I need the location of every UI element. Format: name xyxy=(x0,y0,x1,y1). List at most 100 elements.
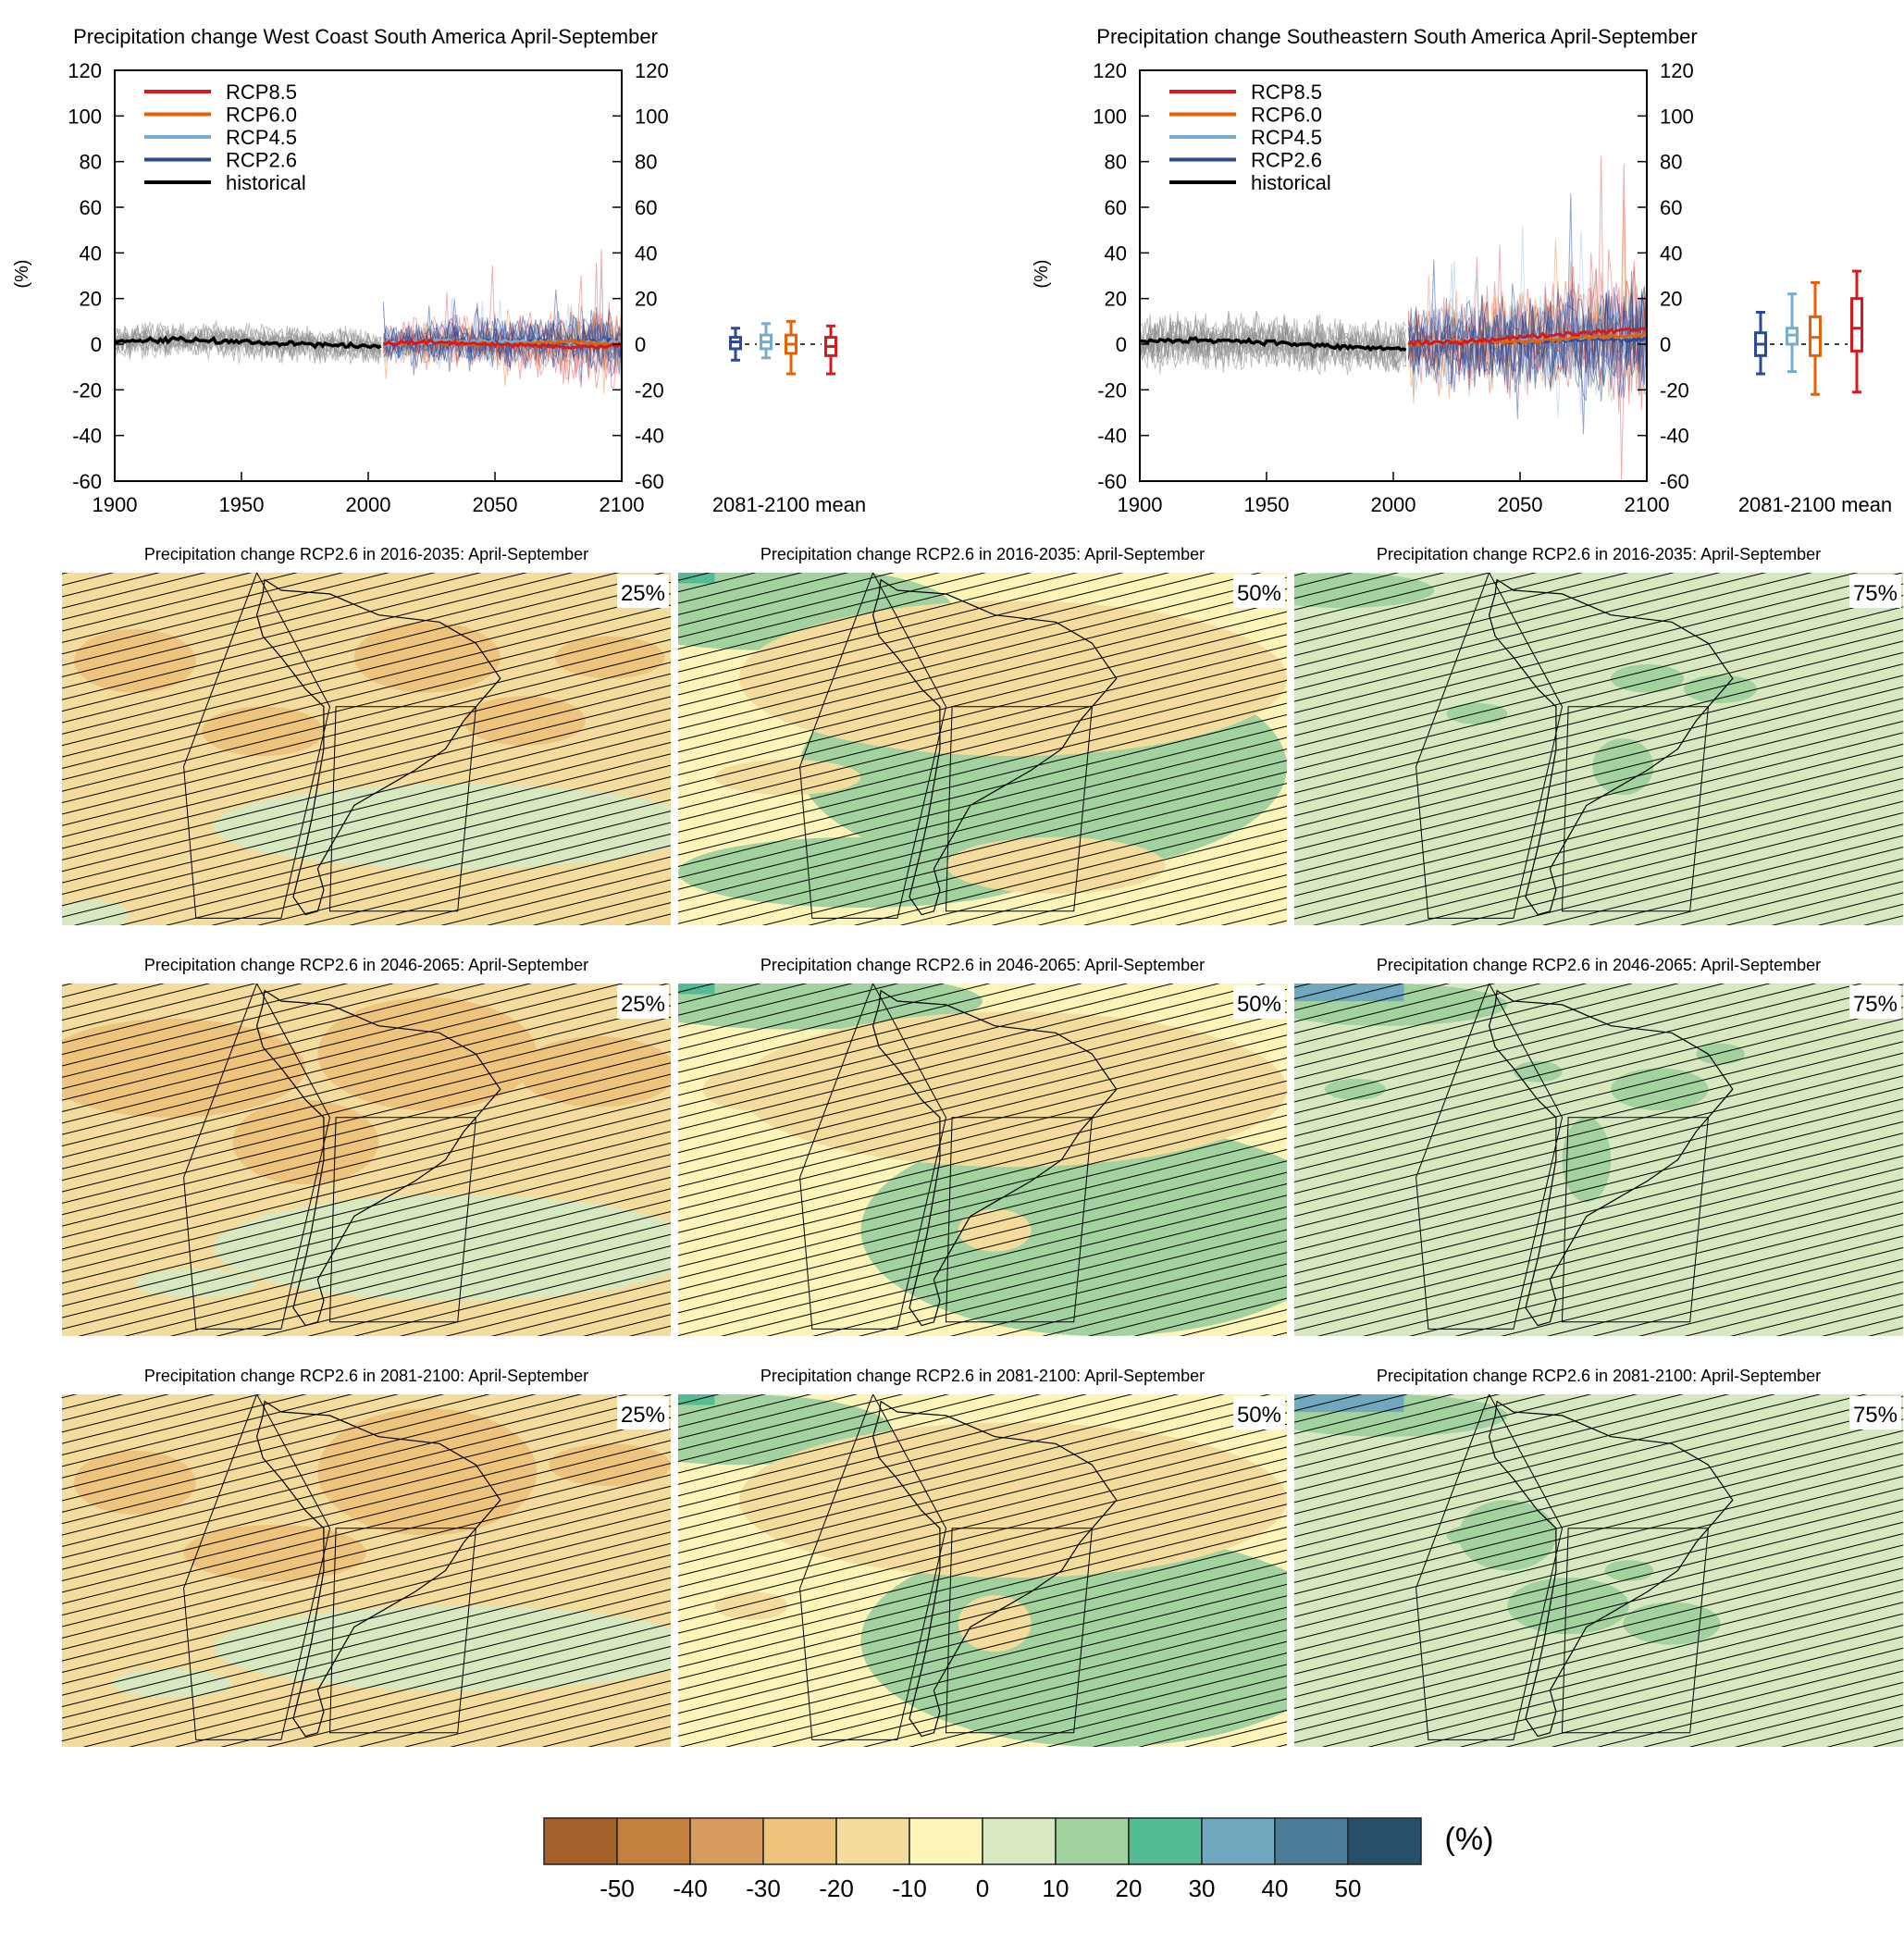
region-west-coast xyxy=(799,1394,947,1740)
percentile-label: 50% xyxy=(1237,992,1281,1017)
region-west-coast xyxy=(799,984,947,1330)
region-southeastern xyxy=(328,1117,476,1323)
y-tick-label: -40 xyxy=(72,425,102,448)
colorbar-tick-label: 50 xyxy=(1335,1875,1362,1902)
continent-outline xyxy=(1488,989,1734,1327)
rcp85-mean-line xyxy=(383,338,624,351)
map-panel: Precipitation change RCP2.6 in 2046-2065… xyxy=(1294,956,1903,1336)
colorbar-tick-label: -50 xyxy=(600,1875,635,1902)
x-tick-label: 2000 xyxy=(1371,493,1416,516)
map-hatching xyxy=(678,1394,1287,1747)
x-tick-label: 2100 xyxy=(1625,493,1670,516)
map-content xyxy=(62,573,671,925)
map-title: Precipitation change RCP2.6 in 2081-2100… xyxy=(144,1367,588,1385)
series-layer xyxy=(1139,155,1648,481)
y-tick-label: 60 xyxy=(80,196,102,219)
legend-label: RCP8.5 xyxy=(226,80,297,104)
legend-label: RCP8.5 xyxy=(1251,80,1322,104)
map-title: Precipitation change RCP2.6 in 2046-2065… xyxy=(1377,956,1821,974)
region-west-coast xyxy=(183,1394,331,1740)
plot-frame xyxy=(114,69,623,482)
legend-label: RCP2.6 xyxy=(1251,149,1322,172)
y-tick-label-right: -60 xyxy=(635,470,664,493)
panel-title: Precipitation change West Coast South Am… xyxy=(73,25,658,48)
rcp85-member-line xyxy=(383,248,623,385)
map-hatching xyxy=(1294,573,1903,925)
map-content xyxy=(62,984,671,1336)
y-tick-label-right: 80 xyxy=(1660,151,1682,174)
colorbar-cell xyxy=(616,1817,691,1865)
continent-outline xyxy=(255,578,501,916)
y-tick-label-right: 60 xyxy=(635,196,657,219)
map-content xyxy=(678,984,1287,1336)
series-layer xyxy=(114,248,624,408)
map-hatching xyxy=(62,984,671,1336)
region-west-coast xyxy=(183,984,331,1330)
percentile-label: 75% xyxy=(1853,581,1898,606)
percentile-label: 50% xyxy=(1237,581,1281,606)
map-hatching xyxy=(1294,1394,1903,1747)
region-southeastern xyxy=(328,1528,476,1734)
map-title: Precipitation change RCP2.6 in 2016-2035… xyxy=(144,545,588,563)
colorbar-unit: (%) xyxy=(1445,1822,1494,1857)
continent-outline xyxy=(255,989,501,1327)
colorbar-tick-label: 0 xyxy=(976,1875,989,1902)
map-panel: Precipitation change RCP2.6 in 2046-2065… xyxy=(62,956,671,1336)
y-tick-label: -40 xyxy=(1097,425,1127,448)
colorbar-tick-label: -40 xyxy=(673,1875,708,1902)
y-tick-label-right: -40 xyxy=(1660,425,1689,448)
percentile-label: 50% xyxy=(1237,1403,1281,1428)
map-title: Precipitation change RCP2.6 in 2046-2065… xyxy=(760,956,1205,974)
region-west-coast xyxy=(799,573,947,919)
y-tick-label-right: 120 xyxy=(635,59,669,82)
y-tick-label-right: 100 xyxy=(1660,105,1694,128)
percentile-label-background xyxy=(1233,575,1285,608)
colorbar-cell xyxy=(1055,1817,1130,1865)
colorbar-cell xyxy=(762,1817,837,1865)
map-title: Precipitation change RCP2.6 in 2016-2035… xyxy=(1377,545,1821,563)
colorbar-tick-label: 30 xyxy=(1189,1875,1216,1902)
colorbar-cell xyxy=(982,1817,1057,1865)
legend-label: RCP4.5 xyxy=(1251,126,1322,149)
map-content xyxy=(1294,984,1903,1336)
x-ticks: 1900 1950 2000 2050 2100 xyxy=(93,472,645,516)
map-hatching xyxy=(62,1394,671,1747)
map-panel: Precipitation change RCP2.6 in 2081-2100… xyxy=(678,1367,1287,1747)
boxplot-label: 2081-2100 mean xyxy=(1738,493,1892,516)
region-west-coast xyxy=(1416,1394,1564,1740)
y-tick-label: 100 xyxy=(68,105,102,128)
colorbar-ticks: -50 -40 -30 -20 -10 0 10 20 30 40 50 xyxy=(600,1875,1361,1902)
y-tick-label-right: 80 xyxy=(635,151,657,174)
x-tick-label: 1950 xyxy=(219,493,265,516)
y-tick-label: 60 xyxy=(1105,196,1127,219)
percentile-label: 25% xyxy=(621,992,665,1017)
region-southeastern xyxy=(945,706,1093,912)
colorbar-cells xyxy=(543,1817,1422,1865)
y-tick-label: 0 xyxy=(91,333,102,356)
y-tick-label: 80 xyxy=(80,151,102,174)
map-title: Precipitation change RCP2.6 in 2081-2100… xyxy=(1377,1367,1821,1385)
percentile-label: 25% xyxy=(621,581,665,606)
y-tick-label: 100 xyxy=(1093,105,1127,128)
timeseries-panel-southeastern: Precipitation change Southeastern South … xyxy=(1032,25,1892,516)
y-ticks-right: 120 100 80 60 40 20 0 -20 -40 -60 xyxy=(612,59,669,493)
y-tick-label-right: 0 xyxy=(1660,333,1671,356)
map-panel: Precipitation change RCP2.6 in 2046-2065… xyxy=(678,956,1287,1336)
map-content xyxy=(678,1394,1287,1747)
region-southeastern xyxy=(945,1117,1093,1323)
x-tick-label: 2000 xyxy=(346,493,391,516)
percentile-label-background xyxy=(617,1396,669,1429)
y-tick-label: 40 xyxy=(1105,241,1127,265)
panel-title: Precipitation change Southeastern South … xyxy=(1096,25,1697,48)
colorbar-tick-label: -20 xyxy=(819,1875,854,1902)
y-tick-label: -60 xyxy=(72,470,102,493)
legend-label: historical xyxy=(226,171,306,194)
y-tick-label-right: 120 xyxy=(1660,59,1694,82)
x-tick-label: 2100 xyxy=(600,493,645,516)
x-tick-label: 2050 xyxy=(473,493,518,516)
colorbar-cell xyxy=(1347,1817,1422,1865)
percentile-label-background xyxy=(1849,1396,1901,1429)
